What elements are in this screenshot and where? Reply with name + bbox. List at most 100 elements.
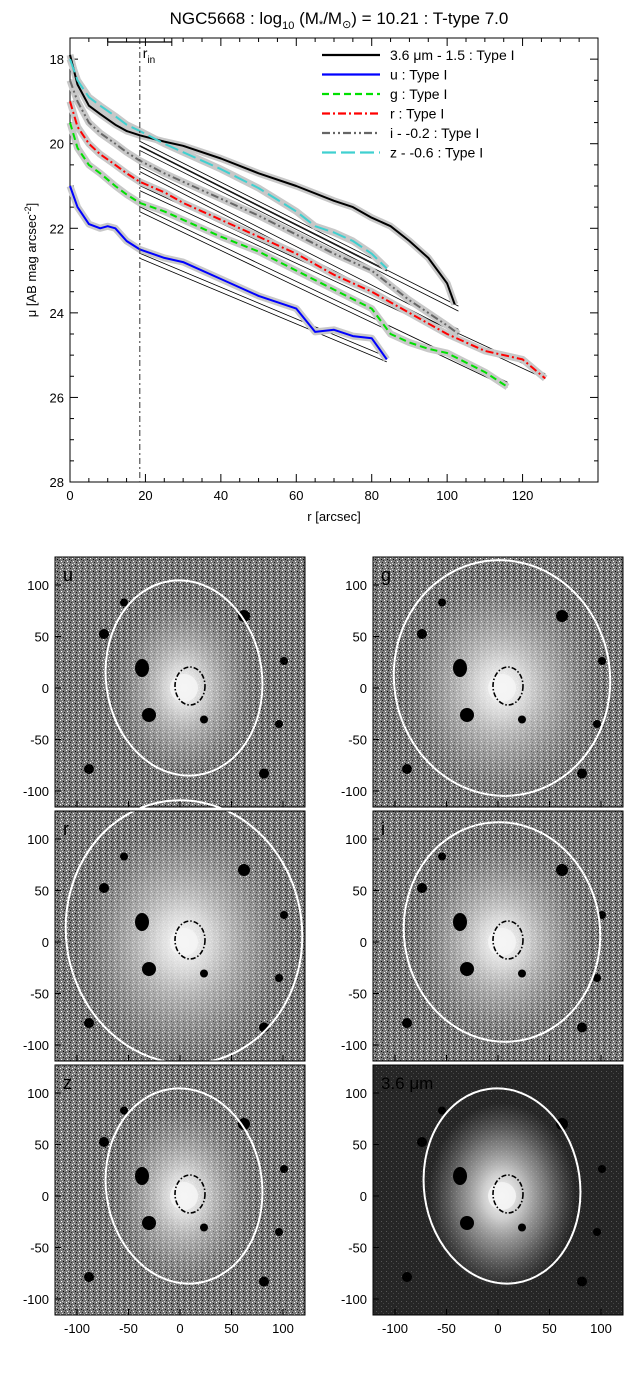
masked-source xyxy=(460,1216,474,1230)
galaxy-core xyxy=(488,1182,516,1210)
y-tick-label: 24 xyxy=(50,306,64,321)
fit-line-1 xyxy=(139,257,387,363)
panel-x-tick-label: 0 xyxy=(494,1321,501,1336)
outer-ellipse xyxy=(104,1087,264,1285)
panel-label: i xyxy=(381,819,385,839)
panel-label: g xyxy=(381,565,391,585)
masked-source xyxy=(135,1167,149,1185)
masked-source xyxy=(417,1137,427,1147)
panel-y-tick-label: 0 xyxy=(360,1189,367,1204)
y-tick-label: 20 xyxy=(50,137,64,152)
panel-y-tick-label: 50 xyxy=(35,630,49,645)
panel-y-tick-label: 100 xyxy=(27,832,49,847)
panel-x-tick-label: 50 xyxy=(224,1321,238,1336)
masked-source xyxy=(120,1106,128,1115)
panel-y-tick-label: 50 xyxy=(353,630,367,645)
legend: 3.6 μm - 1.5 : Type I u : Type I g : Type … xyxy=(322,47,515,161)
masked-source xyxy=(280,911,288,919)
masked-source xyxy=(438,598,446,607)
legend-label-3: r : Type I xyxy=(390,106,444,122)
panel-y-tick-label: -100 xyxy=(23,1038,49,1053)
inner-ellipse xyxy=(174,1174,206,1214)
masked-source xyxy=(417,629,427,639)
x-axis-label: r [arcsec] xyxy=(307,509,360,524)
masked-source xyxy=(556,610,568,622)
masked-source xyxy=(238,610,250,622)
x-axis: 0 20 40 60 80 100 120 xyxy=(66,38,580,503)
masked-source xyxy=(84,1018,94,1028)
y-tick-label: 26 xyxy=(50,390,64,405)
fit-line-1 xyxy=(139,252,387,358)
masked-source xyxy=(84,1272,94,1282)
legend-label-5: z - -0.6 : Type I xyxy=(390,145,483,161)
masked-source xyxy=(402,1018,412,1028)
masked-source xyxy=(238,864,250,876)
panel-y-tick-label: -100 xyxy=(341,1038,367,1053)
outer-ellipse xyxy=(64,799,304,1065)
panel-label: 3.6 μm xyxy=(381,1074,433,1093)
profile-plot: 0 20 40 60 80 100 120 18 20 22 24 26 28 rin 3.6 μm … xyxy=(23,37,599,524)
profile-lines xyxy=(66,54,548,390)
panel-x-tick-label: 50 xyxy=(542,1321,556,1336)
inner-ellipse xyxy=(492,1174,524,1214)
galaxy-core xyxy=(170,674,198,702)
masked-source xyxy=(598,657,606,665)
masked-source xyxy=(593,720,601,728)
masked-source xyxy=(200,969,208,978)
fit-line-2 xyxy=(139,211,508,388)
panel-y-tick-label: 0 xyxy=(42,1189,49,1204)
panel-y-tick-label: 0 xyxy=(42,935,49,950)
panel-y-tick-label: -50 xyxy=(348,987,367,1002)
masked-source xyxy=(453,659,467,677)
masked-source xyxy=(518,1223,526,1232)
masked-source xyxy=(275,720,283,728)
image-panels: u -100 -50 0 50 100 100 50 0 -50 -100 g -100 -50 0 50 10… xyxy=(23,556,624,1336)
panel-x-tick-label: 0 xyxy=(176,1321,183,1336)
panel-y-tick-label: -50 xyxy=(30,733,49,748)
masked-source xyxy=(275,974,283,982)
masked-source xyxy=(142,1216,156,1230)
x-tick-label: 0 xyxy=(66,488,73,503)
panel-y-tick-label: 100 xyxy=(27,1086,49,1101)
fit-line-0 xyxy=(139,150,459,312)
panel-y-tick-label: -50 xyxy=(30,1241,49,1256)
masked-source xyxy=(142,962,156,976)
masked-source xyxy=(438,852,446,861)
panel-y-tick-label: 0 xyxy=(360,681,367,696)
masked-source xyxy=(460,708,474,722)
masked-source xyxy=(593,1228,601,1236)
panel-y-tick-label: 50 xyxy=(353,884,367,899)
panel-x-tick-label: -100 xyxy=(64,1321,90,1336)
panel-x-tick-label: -50 xyxy=(119,1321,138,1336)
panel-x-tick-label: -50 xyxy=(437,1321,456,1336)
fit-line-4 xyxy=(139,166,459,330)
masked-source xyxy=(200,715,208,724)
y-tick-label: 18 xyxy=(50,52,64,67)
galaxy-core xyxy=(170,928,198,956)
series-line-3 xyxy=(69,101,546,380)
x-tick-label: 80 xyxy=(364,488,378,503)
outer-ellipse xyxy=(422,1087,582,1285)
x-tick-label: 100 xyxy=(436,488,458,503)
masked-source xyxy=(280,1165,288,1173)
panel-label: r xyxy=(63,819,69,839)
series-line-0 xyxy=(69,54,456,305)
panel-y-tick-label: 50 xyxy=(35,1138,49,1153)
masked-source xyxy=(120,598,128,607)
masked-source xyxy=(259,768,269,779)
galaxy-core xyxy=(488,928,516,956)
outer-ellipse xyxy=(104,579,264,777)
fit-line-5 xyxy=(139,145,387,272)
inner-ellipse xyxy=(492,920,524,960)
series-line-4 xyxy=(69,79,460,335)
x-tick-label: 20 xyxy=(138,488,152,503)
masked-source xyxy=(417,883,427,893)
galaxy-core xyxy=(170,1182,198,1210)
masked-source xyxy=(577,1276,587,1287)
masked-source xyxy=(577,768,587,779)
masked-source xyxy=(275,1228,283,1236)
